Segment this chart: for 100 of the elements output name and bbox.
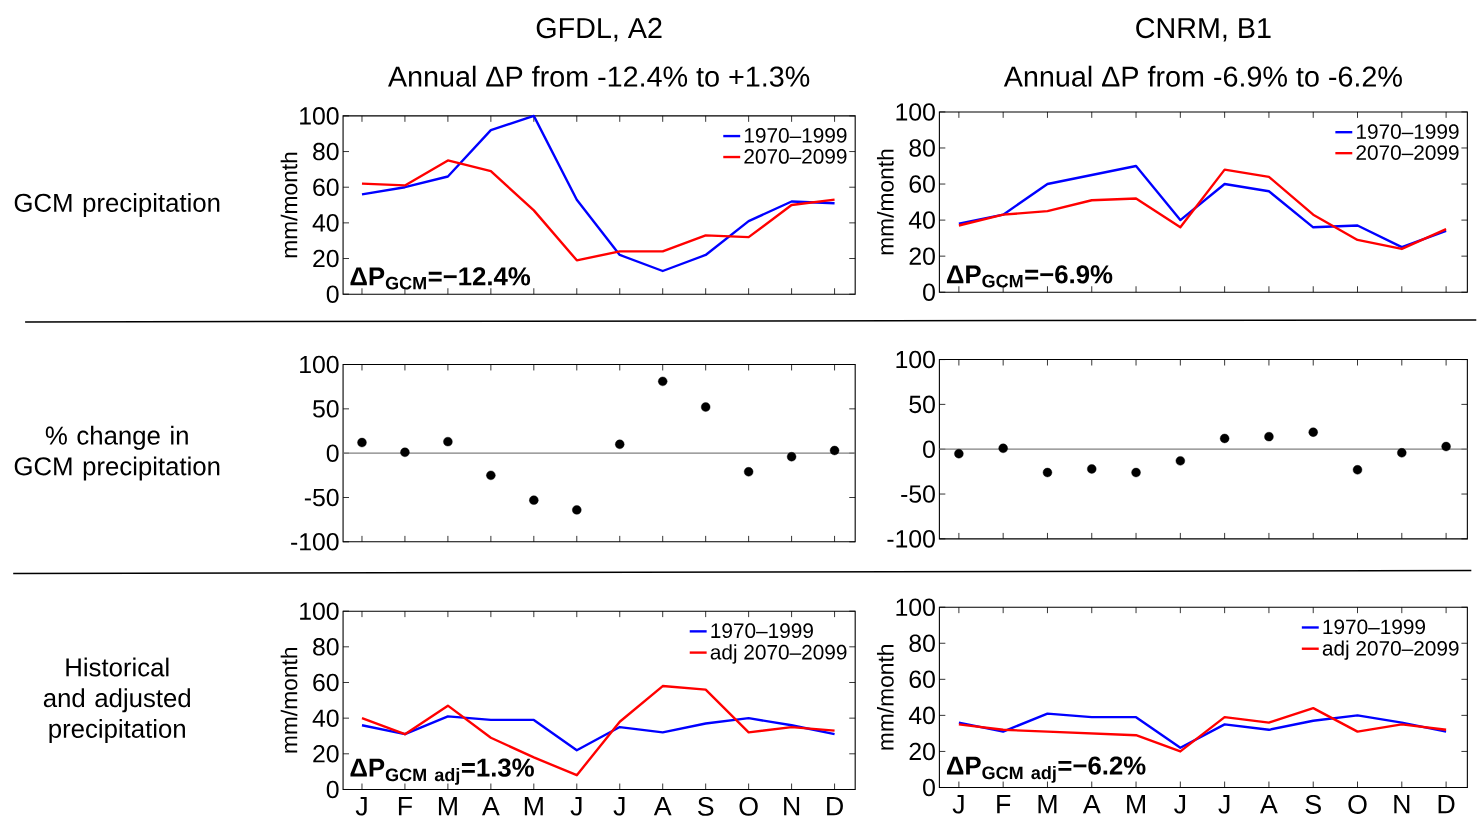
x-tick-label: J [613,796,625,816]
point [572,505,582,515]
x-tick-label: A [1082,794,1101,814]
annotation: $\mbox{ΔP}_{\mathbf{GCM}}\mbox{=−6.9\%}$ [946,265,1113,288]
y-tick-label: 40 [312,709,339,727]
y-tick-label: 0 [923,283,935,301]
legend-label: 1970–1999 [1323,619,1426,635]
y-tick-label: 60 [909,175,935,193]
x-tick-label: M [1038,794,1057,814]
legend-label: adj 2070–2099 [710,644,847,664]
x-tick-label: J [1174,794,1186,814]
y-tick-label: 50 [313,400,339,418]
point [1264,431,1274,442]
point [486,470,496,480]
y-axis-title: mm/month [876,149,894,255]
y-tick-label: 80 [909,139,935,157]
y-tick-label: 80 [909,634,935,652]
x-tick-label: M [524,796,543,816]
point [1042,467,1053,478]
x-tick-label: A [481,796,500,816]
y-axis-title: mm/month [280,647,298,753]
y-tick-label: 20 [313,745,339,763]
point [954,448,964,459]
y-tick-label: 100 [896,350,935,369]
legend-label: 1970–1999 [711,623,813,639]
y-tick-label: 50 [909,395,935,414]
point [1352,465,1363,475]
point [1219,433,1230,444]
legend-label: 2070–2099 [1356,145,1459,160]
y-tick-label: 0 [326,444,339,462]
x-tick-label: J [355,796,367,816]
x-tick-label: S [697,796,714,816]
point [998,443,1008,453]
y-tick-label: -100 [291,533,339,551]
y-tick-label: 60 [313,178,339,196]
y-tick-label: 40 [908,211,935,229]
legend-label: 1970–1999 [1357,124,1459,139]
annotation: $\mbox{ΔP}_{\mathbf{GCM\ adj}}\mbox{=1.3\%}$ [350,758,534,785]
legend-label: adj 2070–2099 [1322,640,1459,660]
point [529,495,539,505]
chart-title: GFDL, A2 [536,17,662,42]
point [829,445,840,456]
y-axis-title: mm/month [280,152,298,258]
y-tick-label: -100 [887,530,935,548]
y-tick-label: 20 [909,247,935,265]
point [1397,448,1407,458]
point [1131,467,1141,478]
legend-label: 2070–2099 [744,148,847,164]
chart-subtitle: Annual ΔP from -6.9% to -6.2% [1003,65,1402,87]
y-tick-label: 0 [923,778,935,797]
annotation: $\mbox{ΔP}_{\mathbf{GCM}}\mbox{=−12.4\%}$ [350,267,531,290]
x-tick-label: M [1127,794,1145,814]
y-tick-label: 80 [313,142,339,161]
y-tick-label: 100 [300,355,339,374]
y-tick-label: 60 [313,673,339,692]
y-tick-label: -50 [901,485,935,503]
point [400,447,410,457]
point [1308,427,1318,437]
text: GCM precipitation [14,192,220,217]
y-tick-label: 80 [313,638,339,656]
y-tick-label: 40 [908,706,935,725]
x-tick-label: O [1348,794,1367,814]
line-series [957,712,1448,749]
annotation: $\mbox{ΔP}_{\mathbf{GCM\ adj}}\mbox{=−6.2\%}$ [946,756,1146,783]
legend-label: 1970–1999 [744,128,847,143]
y-tick-label: 0 [326,780,339,799]
text: Historical and adjusted precipitation [43,657,190,743]
point [357,437,367,448]
chart-title: CNRM, B1 [1136,17,1271,42]
y-tick-label: 20 [909,742,935,761]
point [786,452,797,462]
x-tick-label: M [438,796,457,816]
x-tick-label: S [1305,794,1321,814]
y-tick-label: 0 [923,440,935,458]
x-tick-label: J [952,794,964,814]
x-tick-label: J [570,796,582,816]
x-tick-label: F [997,794,1011,814]
point [743,467,754,477]
point [1175,456,1185,466]
point [658,376,668,386]
point [1087,464,1097,474]
y-tick-label: 100 [300,602,339,620]
point [443,436,453,447]
line-series [360,715,836,752]
y-tick-label: 40 [312,214,339,232]
y-tick-label: -50 [304,488,339,507]
y-axis-title: mm/month [876,644,894,750]
x-tick-label: D [1438,794,1455,814]
y-tick-label: 0 [326,285,339,303]
x-tick-label: D [827,796,843,816]
x-tick-label: N [1394,794,1410,814]
y-tick-label: 20 [313,249,339,268]
y-tick-label: 100 [896,598,935,616]
x-tick-label: J [1218,794,1230,814]
point [701,402,711,412]
text: % change in GCM precipitation [14,425,220,481]
x-tick-label: F [398,796,413,816]
point [1441,441,1451,452]
x-tick-label: N [784,796,800,816]
x-tick-label: A [1260,794,1278,814]
